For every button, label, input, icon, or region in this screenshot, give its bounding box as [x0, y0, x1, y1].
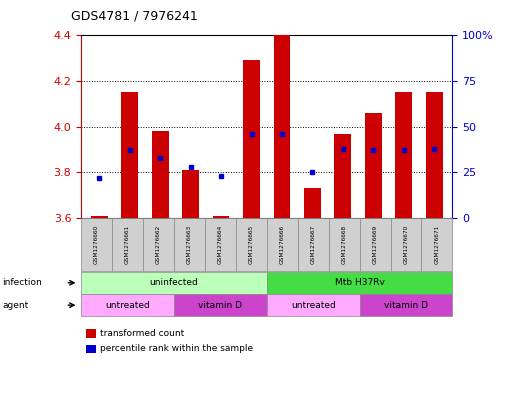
Text: GSM1276668: GSM1276668 — [342, 225, 347, 264]
Text: GSM1276667: GSM1276667 — [311, 225, 316, 264]
Text: GSM1276661: GSM1276661 — [125, 225, 130, 264]
Bar — [213, 216, 230, 218]
Text: Mtb H37Rv: Mtb H37Rv — [335, 278, 384, 287]
Text: GDS4781 / 7976241: GDS4781 / 7976241 — [71, 10, 197, 23]
Text: GSM1276670: GSM1276670 — [403, 225, 408, 264]
Text: GSM1276665: GSM1276665 — [249, 225, 254, 264]
Text: transformed count: transformed count — [100, 329, 184, 338]
Text: GSM1276664: GSM1276664 — [218, 225, 223, 264]
Text: GSM1276666: GSM1276666 — [280, 225, 285, 264]
Text: percentile rank within the sample: percentile rank within the sample — [100, 345, 253, 353]
Bar — [243, 61, 260, 218]
Bar — [183, 170, 199, 218]
Bar — [426, 92, 442, 218]
Bar — [304, 188, 321, 218]
Text: uninfected: uninfected — [150, 278, 198, 287]
Text: GSM1276662: GSM1276662 — [156, 225, 161, 264]
Text: GSM1276671: GSM1276671 — [435, 225, 439, 264]
Bar — [334, 134, 351, 218]
Bar — [91, 216, 108, 218]
Bar — [395, 92, 412, 218]
Text: GSM1276663: GSM1276663 — [187, 225, 192, 264]
Text: infection: infection — [3, 278, 42, 287]
Text: GSM1276669: GSM1276669 — [372, 225, 378, 264]
Text: vitamin D: vitamin D — [198, 301, 242, 310]
Text: untreated: untreated — [291, 301, 336, 310]
Text: untreated: untreated — [105, 301, 150, 310]
Bar — [152, 131, 168, 218]
Bar — [274, 35, 290, 218]
Text: agent: agent — [3, 301, 29, 310]
Text: GSM1276660: GSM1276660 — [94, 225, 99, 264]
Bar — [365, 113, 382, 218]
Bar — [121, 92, 138, 218]
Text: vitamin D: vitamin D — [384, 301, 428, 310]
